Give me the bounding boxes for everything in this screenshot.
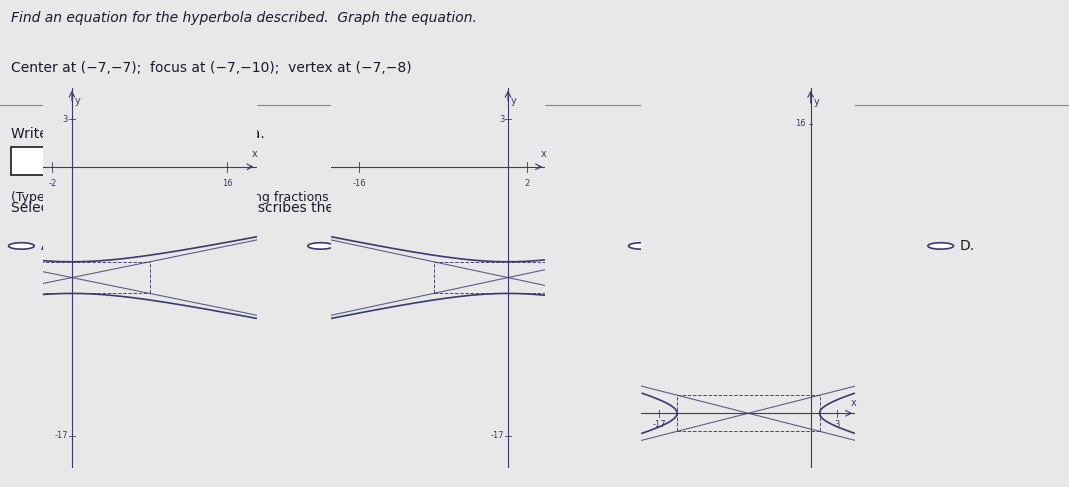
Text: y: y (75, 95, 80, 106)
Text: 16: 16 (795, 119, 806, 129)
Text: -2: -2 (48, 179, 57, 188)
Text: ···: ··· (663, 110, 675, 123)
Text: -17: -17 (55, 431, 68, 440)
Text: (Type exact answers for each term, using fractions as needed.): (Type exact answers for each term, using… (11, 190, 406, 204)
Circle shape (9, 243, 34, 249)
Text: 3: 3 (63, 115, 68, 124)
FancyBboxPatch shape (75, 147, 112, 175)
Text: x: x (851, 398, 856, 408)
Text: D.: D. (960, 239, 975, 253)
Text: -17: -17 (491, 431, 505, 440)
Text: Write an equation for the hyperbola.: Write an equation for the hyperbola. (11, 127, 264, 141)
Text: -16: -16 (353, 179, 366, 188)
Circle shape (629, 243, 654, 249)
Circle shape (928, 243, 954, 249)
Text: Center at (−7,−7);  focus at (−7,−10);  vertex at (−7,−8): Center at (−7,−7); focus at (−7,−10); ve… (11, 61, 412, 75)
Text: =1: =1 (123, 153, 145, 169)
Text: −: − (52, 152, 65, 170)
Text: C.: C. (661, 239, 675, 253)
Text: 16: 16 (222, 179, 233, 188)
Text: x: x (541, 149, 546, 159)
Text: Select the graph which correctly describes the hyperbola: Select the graph which correctly describ… (11, 201, 408, 215)
FancyBboxPatch shape (11, 147, 48, 175)
Text: A.: A. (41, 239, 55, 253)
Text: y: y (814, 97, 819, 107)
Text: -17: -17 (652, 420, 666, 430)
Text: Find an equation for the hyperbola described.  Graph the equation.: Find an equation for the hyperbola descr… (11, 11, 477, 25)
Text: 3: 3 (835, 420, 840, 430)
Text: B.: B. (340, 239, 354, 253)
Circle shape (308, 243, 334, 249)
Text: x: x (251, 149, 258, 159)
Text: 2: 2 (524, 179, 529, 188)
Text: y: y (511, 95, 516, 106)
Text: 3: 3 (499, 115, 505, 124)
